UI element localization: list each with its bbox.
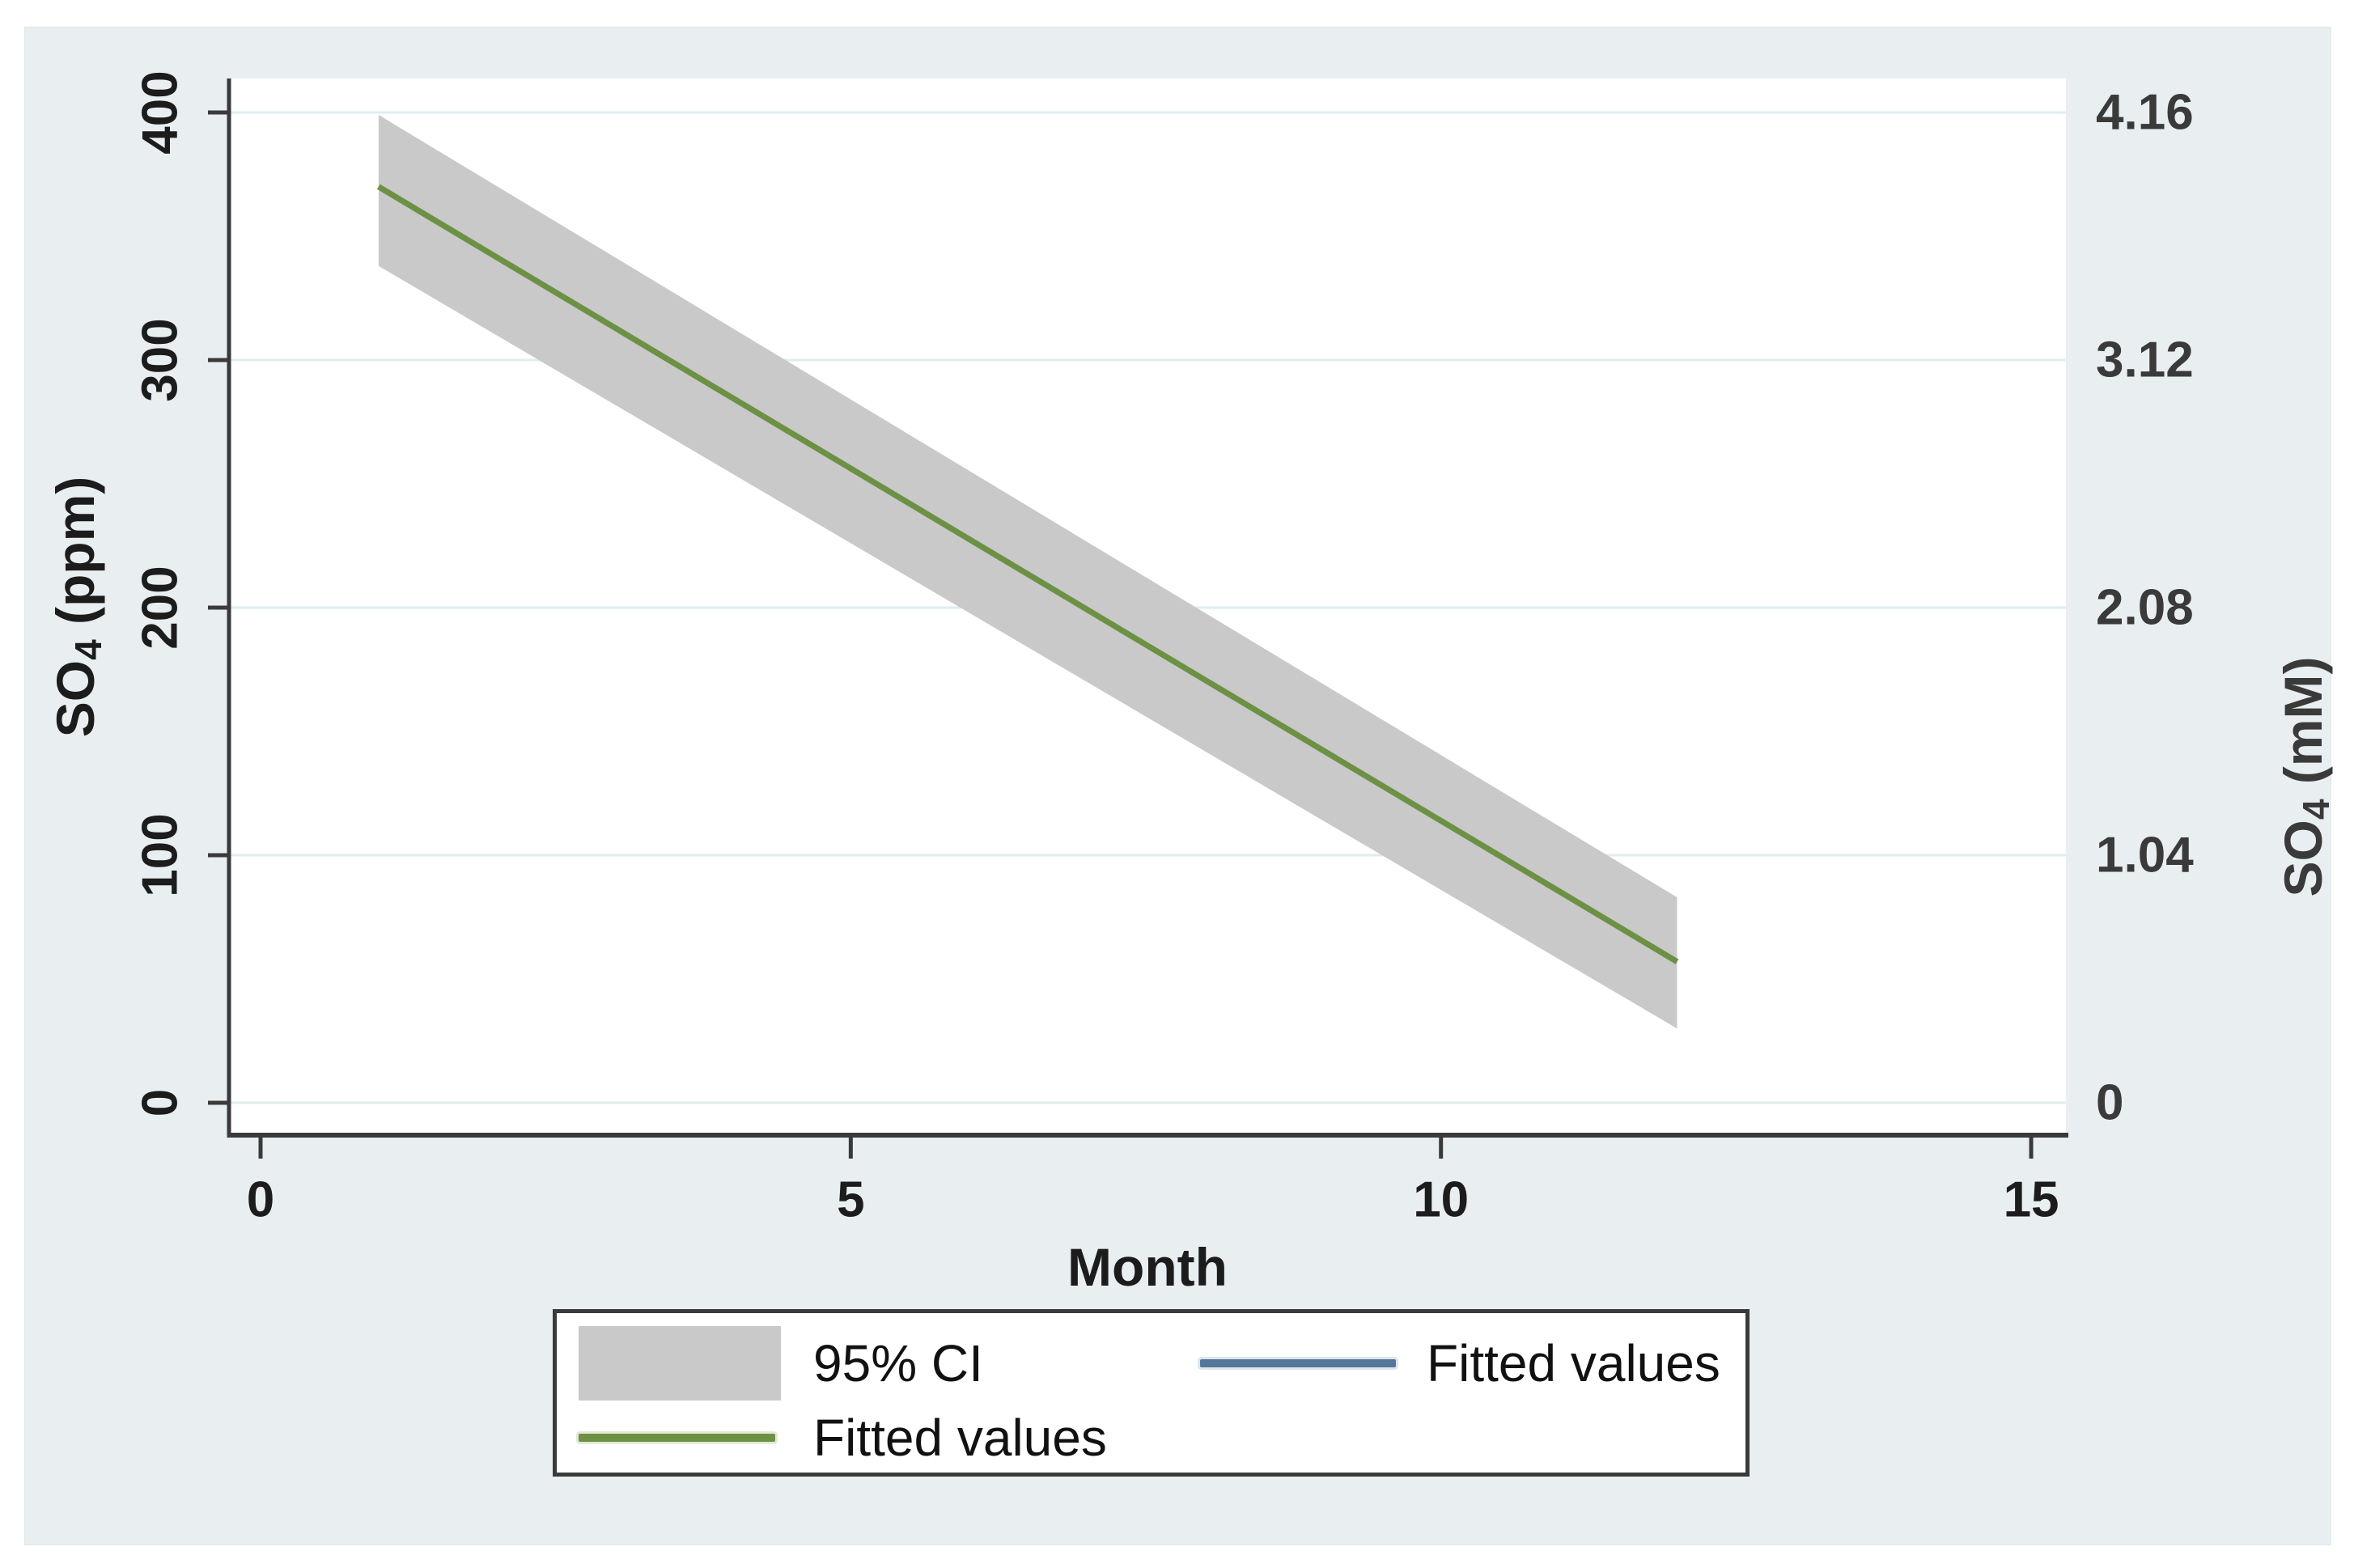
y-left-tick-label: 400 <box>133 70 189 154</box>
y-right-tick-label: 3.12 <box>2096 333 2194 388</box>
legend-ci-swatch <box>579 1326 781 1401</box>
y-right-tick-label: 1.04 <box>2096 828 2194 884</box>
x-tick-label: 10 <box>1413 1172 1469 1228</box>
y-left-axis-title: SO4 (ppm) <box>45 477 109 738</box>
x-tick-label: 5 <box>837 1172 864 1228</box>
legend-label: 95% CI <box>813 1334 983 1392</box>
y-left-tick-label: 200 <box>133 566 189 649</box>
y-left-tick-label: 0 <box>133 1089 189 1117</box>
legend-line-swatch <box>579 1434 775 1442</box>
x-tick-label: 15 <box>2004 1172 2059 1228</box>
y-right-tick-label: 2.08 <box>2096 580 2194 636</box>
legend-label: Fitted values <box>813 1409 1107 1467</box>
y-right-axis-title: SO4 (mM) <box>2273 657 2337 897</box>
y-left-tick-label: 300 <box>133 318 189 401</box>
y-right-tick-label: 0 <box>2096 1075 2123 1131</box>
fitted-line-green <box>377 184 1679 964</box>
legend: 95% CI Fitted values Fitted values <box>553 1309 1750 1477</box>
legend-label: Fitted values <box>1427 1334 1720 1392</box>
y-right-tick-label: 4.16 <box>2096 85 2194 141</box>
y-left-tick-label: 100 <box>133 813 189 896</box>
x-axis-title: Month <box>1067 1237 1228 1297</box>
legend-line-swatch <box>1200 1359 1396 1367</box>
x-tick-label: 0 <box>247 1172 274 1228</box>
